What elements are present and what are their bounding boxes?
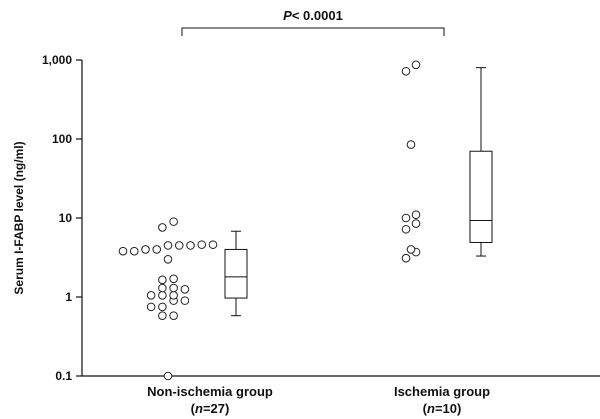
n-suffix: =27) xyxy=(203,401,229,416)
data-point xyxy=(174,241,184,250)
p-value-text: < 0.0001 xyxy=(292,8,343,23)
data-point xyxy=(411,60,421,70)
category-labels: Non-ischemia group (n=27) Ischemia group… xyxy=(147,384,490,416)
data-point xyxy=(411,210,421,220)
data-point xyxy=(158,311,167,320)
group-1-marks xyxy=(401,60,493,263)
n-italic: n xyxy=(427,401,435,416)
data-point xyxy=(169,311,178,320)
data-point xyxy=(180,296,190,305)
y-tick-label: 0.1 xyxy=(55,369,72,383)
data-point xyxy=(129,246,139,256)
y-ticks: 0.1 1 10 100 1,000 xyxy=(42,53,82,383)
data-point xyxy=(406,140,416,149)
data-point xyxy=(146,302,156,312)
data-point xyxy=(158,302,167,312)
n-suffix: =10) xyxy=(435,401,461,416)
data-point xyxy=(406,245,416,254)
data-point xyxy=(180,285,190,294)
data-point xyxy=(158,283,167,293)
n-prefix: ( xyxy=(191,401,196,416)
data-point xyxy=(401,66,411,76)
y-axis: 0.1 1 10 100 1,000 xyxy=(42,53,83,383)
y-tick-label: 100 xyxy=(52,132,72,146)
group-n-ischemia: (n=10) xyxy=(423,401,462,416)
data-point xyxy=(169,283,178,293)
significance-bracket: P< 0.0001 xyxy=(181,8,445,36)
p-value-italic: P xyxy=(283,8,292,23)
data-point xyxy=(401,213,411,223)
data-point xyxy=(163,241,173,250)
y-tick-label: 10 xyxy=(59,211,73,225)
data-point xyxy=(163,255,173,264)
n-italic: n xyxy=(195,401,203,416)
data-point xyxy=(141,245,150,254)
data-point xyxy=(411,219,421,228)
data-point xyxy=(158,291,167,300)
box-iqr xyxy=(224,248,248,299)
data-point xyxy=(208,240,218,249)
data-point xyxy=(169,274,178,284)
group-label-ischemia: Ischemia group xyxy=(394,384,490,399)
y-tick-label: 1 xyxy=(65,290,72,304)
data-point xyxy=(401,253,411,263)
data-point xyxy=(186,241,195,250)
data-point xyxy=(169,217,178,226)
data-point xyxy=(163,371,173,381)
y-axis-title: Serum I-FABP level (ng/ml) xyxy=(12,141,26,294)
group-n-non-ischemia: (n=27) xyxy=(191,401,230,416)
data-point xyxy=(152,245,162,254)
group-0-marks xyxy=(118,217,248,381)
data-point xyxy=(158,223,167,232)
y-tick-label: 1,000 xyxy=(42,53,72,67)
data-point xyxy=(401,224,411,234)
plot-area xyxy=(118,60,493,381)
data-point xyxy=(169,291,178,300)
data-point xyxy=(146,291,156,300)
data-point xyxy=(197,240,207,249)
box-iqr xyxy=(469,150,493,243)
data-point xyxy=(158,275,167,285)
n-prefix: ( xyxy=(423,401,428,416)
bracket-line xyxy=(181,27,445,36)
p-value-label: P< 0.0001 xyxy=(283,8,343,23)
group-label-non-ischemia: Non-ischemia group xyxy=(147,384,273,399)
data-point xyxy=(118,246,128,256)
